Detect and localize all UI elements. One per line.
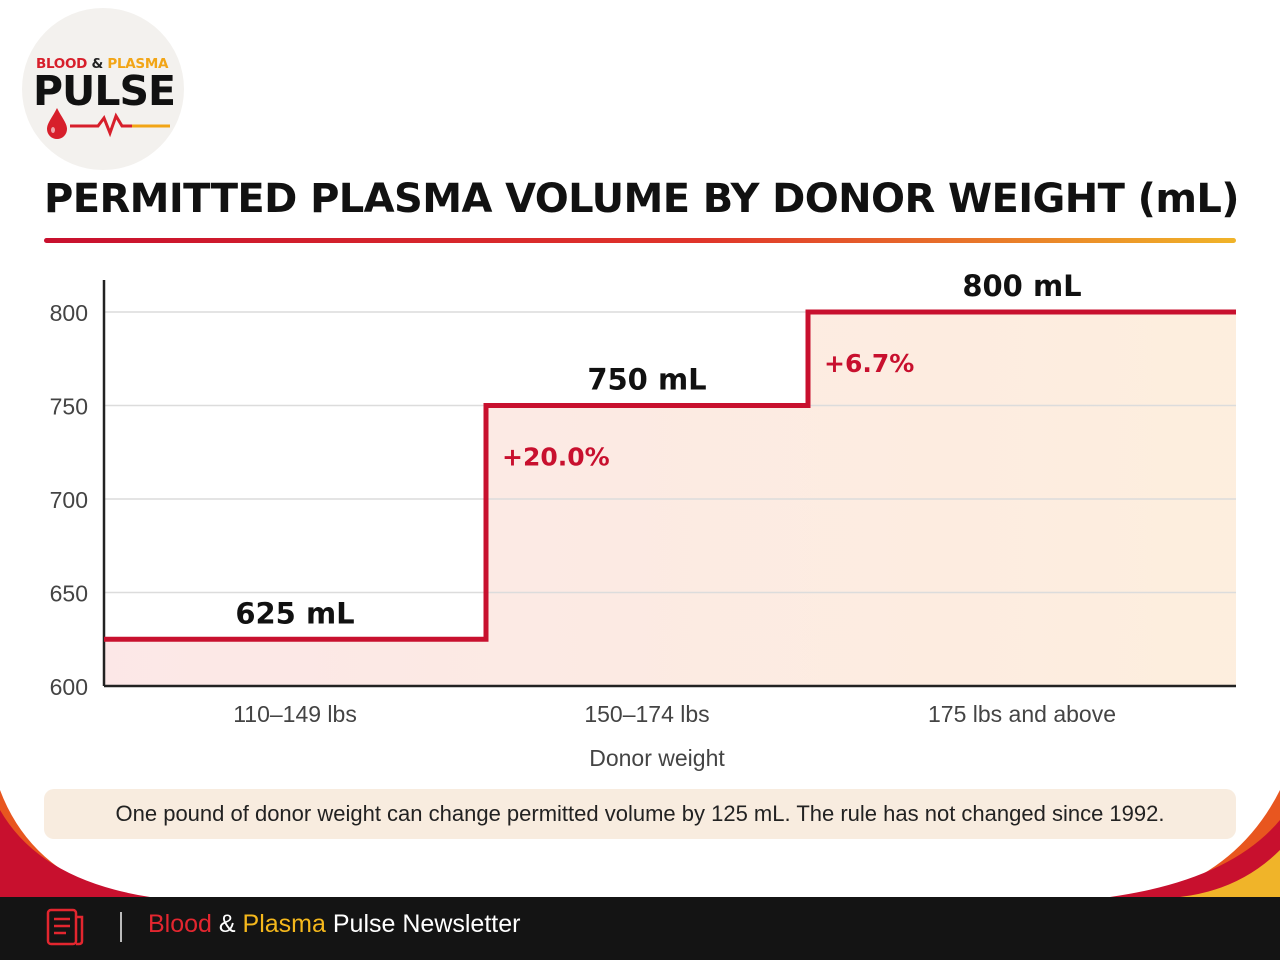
footnote-text: One pound of donor weight can change per… <box>115 801 1165 826</box>
y-tick-label: 750 <box>50 394 88 420</box>
footer-bar: Blood & Plasma Pulse Newsletter <box>0 897 1280 960</box>
footnote-box: One pound of donor weight can change per… <box>44 789 1236 839</box>
newsletter-document-icon <box>46 908 84 946</box>
brand-logo: BLOOD & PLASMA PULSE <box>22 8 184 170</box>
change-label: +20.0% <box>502 443 610 472</box>
x-tick-label: 175 lbs and above <box>928 701 1116 727</box>
x-tick-label: 150–174 lbs <box>584 701 709 727</box>
data-value-label: 625 mL <box>235 596 354 630</box>
step-chart: 600 650 700 750 800 625 mL 110–149 lbs 750 mL +2… <box>50 269 1236 771</box>
title-divider <box>44 238 1236 243</box>
blood-drop-pulse-icon <box>47 108 170 139</box>
y-tick-label: 800 <box>50 300 88 326</box>
y-tick-label: 650 <box>50 581 88 607</box>
data-value-label: 800 mL <box>962 269 1081 303</box>
footer-title: Blood & Plasma Pulse Newsletter <box>148 910 521 938</box>
x-axis-title: Donor weight <box>589 745 725 771</box>
logo-main-text: PULSE <box>33 67 176 115</box>
data-value-label: 750 mL <box>587 363 706 397</box>
y-tick-label: 600 <box>50 674 88 700</box>
page-title: PERMITTED PLASMA VOLUME BY DONOR WEIGHT … <box>44 176 1240 222</box>
step-series-line <box>104 309 1236 642</box>
change-label: +6.7% <box>824 349 914 378</box>
y-tick-label: 700 <box>50 487 88 513</box>
x-tick-label: 110–149 lbs <box>233 701 357 727</box>
footer-separator <box>120 912 122 942</box>
logo-top-text: BLOOD & PLASMA <box>36 56 169 72</box>
